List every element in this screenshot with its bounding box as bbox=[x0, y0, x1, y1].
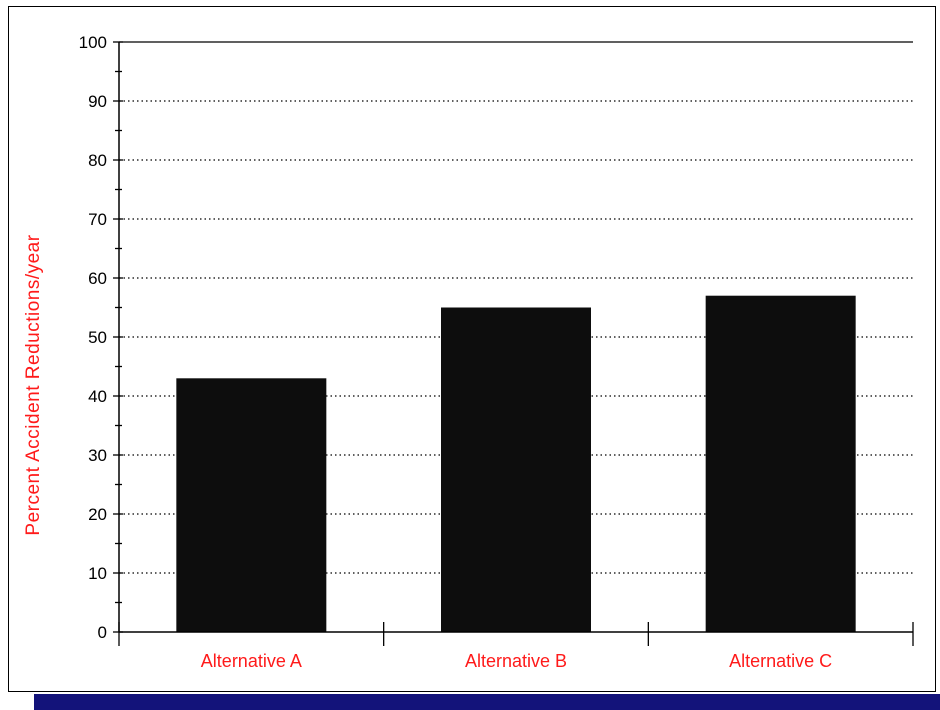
y-tick-label: 30 bbox=[88, 446, 107, 465]
y-tick-label: 80 bbox=[88, 151, 107, 170]
y-tick-label: 70 bbox=[88, 210, 107, 229]
bar bbox=[441, 307, 591, 632]
y-tick-label: 40 bbox=[88, 387, 107, 406]
y-tick-label: 100 bbox=[79, 33, 107, 52]
bars bbox=[176, 295, 856, 632]
y-tick-label: 90 bbox=[88, 92, 107, 111]
chart-frame: 0 10 20 30 40 50 60 70 80 90 100 Alternative A Alter… bbox=[8, 6, 936, 692]
y-tick-label: 50 bbox=[88, 328, 107, 347]
y-tick-label: 10 bbox=[88, 564, 107, 583]
x-category-label: Alternative A bbox=[201, 651, 302, 671]
bar-chart: 0 10 20 30 40 50 60 70 80 90 100 Alternative A Alter… bbox=[23, 33, 914, 671]
y-axis-title: Percent Accident Reductions/year bbox=[23, 234, 44, 535]
labels: 0 10 20 30 40 50 60 70 80 90 100 Alternative A Alter… bbox=[79, 33, 833, 671]
frame-shadow bbox=[34, 694, 940, 710]
y-tick-label: 60 bbox=[88, 269, 107, 288]
y-tick-label: 0 bbox=[98, 623, 107, 642]
axes bbox=[113, 41, 914, 646]
y-tick-label: 20 bbox=[88, 505, 107, 524]
bar bbox=[176, 378, 327, 632]
x-category-label: Alternative C bbox=[729, 651, 832, 671]
bar bbox=[705, 295, 856, 632]
x-category-label: Alternative B bbox=[465, 651, 567, 671]
